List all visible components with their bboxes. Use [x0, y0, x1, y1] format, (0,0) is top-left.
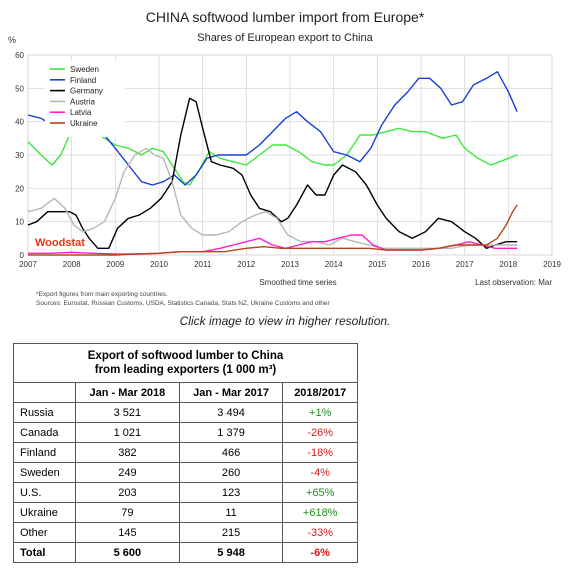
x-tick-label: 2014	[325, 260, 343, 269]
cell-2018: 203	[75, 482, 180, 503]
x-tick-label: 2015	[368, 260, 386, 269]
x-tick-label: 2008	[63, 260, 81, 269]
x-tick-label: 2019	[543, 260, 561, 269]
cell-2018: 3 521	[75, 402, 180, 423]
export-table-container: Export of softwood lumber to China from …	[12, 343, 358, 563]
cell-change: -33%	[282, 522, 358, 543]
x-tick-label: 2007	[19, 260, 37, 269]
cell-country: Other	[12, 522, 77, 543]
cell-2018: 79	[75, 502, 180, 523]
header-2017: Jan - Mar 2017	[178, 382, 284, 403]
y-tick-label: 20	[15, 184, 24, 193]
header-2018: Jan - Mar 2018	[75, 382, 180, 403]
y-axis-label: %	[8, 35, 16, 45]
cell-2017: 123	[178, 482, 284, 503]
watermark: Woodstat	[35, 237, 85, 249]
x-tick-label: 2013	[281, 260, 299, 269]
table-row: U.S. 203 123 +65%	[12, 482, 358, 503]
legend-label: Latvia	[70, 108, 92, 117]
cell-2017: 466	[178, 442, 284, 463]
cell-2017: 1 379	[178, 422, 284, 443]
export-table: Export of softwood lumber to China from …	[12, 343, 358, 563]
cell-change: +1%	[282, 402, 358, 423]
cell-2018: 1 021	[75, 422, 180, 443]
header-change: 2018/2017	[282, 382, 358, 403]
series-line-austria	[27, 147, 518, 249]
cell-country: Finland	[12, 442, 77, 463]
legend-label: Sweden	[70, 65, 99, 74]
cell-country: U.S.	[12, 482, 77, 503]
table-row: Finland 382 466 -18%	[12, 442, 358, 463]
y-tick-label: 50	[15, 84, 24, 93]
legend-background	[45, 61, 125, 137]
cell-change: +618%	[282, 502, 358, 523]
chart-subtitle: Shares of European export to China	[197, 32, 373, 44]
cell-2017: 3 494	[178, 402, 284, 423]
x-tick-label: 2009	[106, 260, 124, 269]
y-tick-label: 30	[15, 151, 24, 160]
cell-2018: 5 600	[75, 542, 180, 563]
x-tick-label: 2010	[150, 260, 168, 269]
line-chart: CHINA softwood lumber import from Europe…	[8, 9, 561, 307]
cell-2018: 382	[75, 442, 180, 463]
y-tick-label: 40	[15, 118, 24, 127]
cell-2017: 215	[178, 522, 284, 543]
footnote-sources: Sources: Eurostat, Russian Customs, USDA…	[36, 300, 331, 307]
cell-2017: 5 948	[178, 542, 284, 563]
x-tick-label: 2012	[237, 260, 255, 269]
x-axis-label: Smoothed time series	[259, 278, 336, 287]
table-total-row: Total 5 600 5 948 -6%	[12, 542, 358, 563]
header-country	[12, 382, 77, 403]
cell-change: -26%	[282, 422, 358, 443]
x-tick-label: 2011	[194, 260, 212, 269]
table-title-line1: Export of softwood lumber to China	[87, 350, 284, 362]
x-tick-label: 2017	[456, 260, 474, 269]
chart-title: CHINA softwood lumber import from Europe…	[146, 9, 425, 25]
cell-2018: 145	[75, 522, 180, 543]
cell-2017: 260	[178, 462, 284, 483]
legend-label: Austria	[70, 97, 95, 106]
legend-label: Ukraine	[70, 119, 98, 128]
x-tick-label: 2016	[412, 260, 430, 269]
cell-change: -18%	[282, 442, 358, 463]
y-tick-label: 0	[20, 251, 25, 260]
legend-label: Germany	[70, 87, 103, 96]
table-row: Russia 3 521 3 494 +1%	[12, 402, 358, 423]
cell-country: Ukraine	[12, 502, 77, 523]
cell-change: -4%	[282, 462, 358, 483]
cell-country: Sweden	[12, 462, 77, 483]
cell-change: -6%	[282, 542, 358, 563]
cell-change: +65%	[282, 482, 358, 503]
table-title-line2: from leading exporters (1 000 m³)	[94, 364, 277, 376]
series-line-latvia	[28, 234, 518, 255]
last-observation-note: Last observation: Mar	[475, 278, 552, 287]
cell-country: Canada	[12, 422, 77, 443]
footnote-export: *Export figures from main exporting coun…	[36, 291, 168, 298]
table-title: Export of softwood lumber to China from …	[13, 343, 358, 383]
y-tick-label: 60	[15, 51, 24, 60]
series-line-germany	[27, 97, 518, 249]
image-caption[interactable]: Click image to view in higher resolution…	[179, 314, 391, 328]
table-row: Ukraine 79 11 +618%	[12, 502, 358, 523]
x-tick-label: 2018	[499, 260, 517, 269]
y-tick-label: 10	[15, 218, 24, 227]
legend-label: Finland	[70, 76, 96, 85]
table-row: Sweden 249 260 -4%	[12, 462, 358, 483]
table-row: Other 145 215 -33%	[12, 522, 358, 543]
series-line-ukraine	[28, 204, 518, 256]
cell-country: Russia	[12, 402, 77, 423]
cell-country: Total	[12, 542, 77, 563]
cell-2018: 249	[75, 462, 180, 483]
cell-2017: 11	[178, 502, 284, 523]
table-row: Canada 1 021 1 379 -26%	[12, 422, 358, 443]
